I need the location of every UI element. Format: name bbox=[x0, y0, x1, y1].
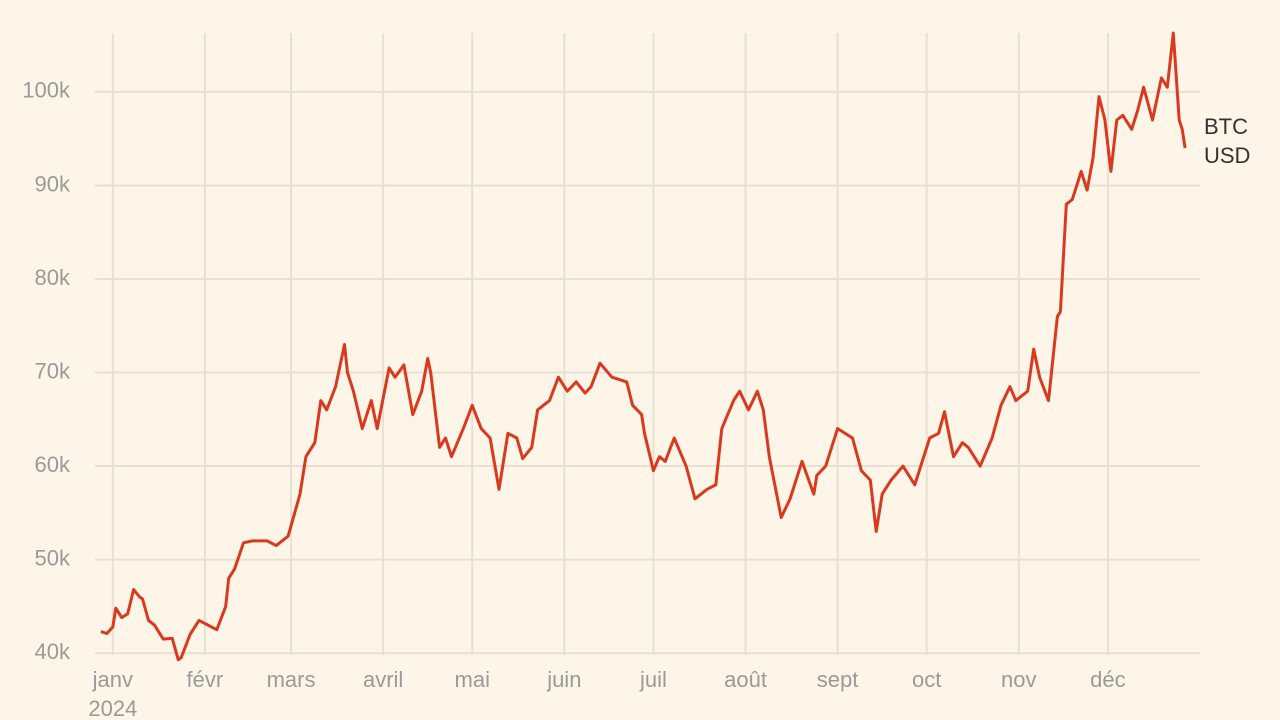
x-tick-label: oct bbox=[912, 667, 941, 692]
x-tick-label: déc bbox=[1090, 667, 1125, 692]
x-tick-label: nov bbox=[1001, 667, 1036, 692]
price-line bbox=[100, 31, 1187, 662]
x-tick-label: févr bbox=[187, 667, 224, 692]
x-tick-label: juil bbox=[639, 667, 667, 692]
x-tick-label: août bbox=[724, 667, 767, 692]
x-tick-label: mai bbox=[455, 667, 490, 692]
x-axis-year: 2024 bbox=[88, 696, 137, 720]
y-tick-label: 70k bbox=[35, 358, 71, 383]
y-tick-label: 40k bbox=[35, 639, 71, 664]
x-tick-label: juin bbox=[546, 667, 581, 692]
x-tick-label: sept bbox=[817, 667, 859, 692]
y-tick-label: 90k bbox=[35, 171, 71, 196]
y-tick-label: 100k bbox=[22, 78, 71, 103]
series-label: BTC USD bbox=[1204, 114, 1251, 168]
y-tick-label: 60k bbox=[35, 452, 71, 477]
x-tick-label: janv bbox=[92, 667, 133, 692]
y-tick-label: 50k bbox=[35, 545, 71, 570]
y-tick-label: 80k bbox=[35, 265, 71, 290]
x-tick-label: avril bbox=[363, 667, 403, 692]
x-tick-label: mars bbox=[267, 667, 316, 692]
